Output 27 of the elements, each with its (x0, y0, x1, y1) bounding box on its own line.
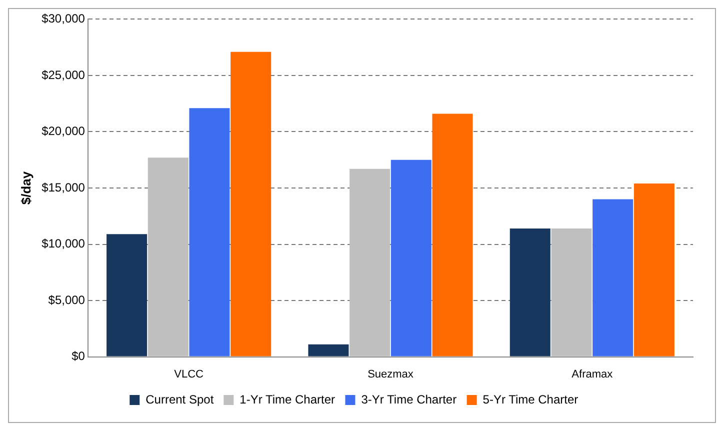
y-tick-label: $15,000 (42, 180, 86, 194)
bar (308, 344, 349, 356)
y-tick-label: $25,000 (42, 68, 86, 82)
bar (230, 52, 272, 356)
bar (634, 184, 674, 356)
bar (551, 228, 592, 356)
y-tick-label: $10,000 (42, 236, 86, 251)
x-tick-label: Suezmax (368, 368, 414, 380)
bar (189, 108, 230, 356)
legend-label: 3-Yr Time Charter (361, 392, 457, 406)
bar (106, 234, 148, 356)
x-tick-label: Aframax (572, 368, 614, 380)
y-tick-label: $0 (72, 349, 86, 364)
x-tick-label: VLCC (174, 368, 204, 380)
bar (432, 114, 473, 356)
bar (592, 199, 634, 356)
bar (350, 168, 390, 356)
y-tick-label: $20,000 (42, 124, 86, 138)
bar (510, 228, 550, 356)
bar (148, 158, 188, 356)
y-tick-label: $30,000 (42, 12, 86, 26)
y-axis-title: $/day (18, 170, 34, 205)
legend-label: 5-Yr Time Charter (482, 392, 578, 406)
bar (390, 160, 432, 356)
legend-label: 1-Yr Time Charter (240, 392, 336, 406)
legend-label: Current Spot (146, 392, 214, 406)
y-tick-label: $5,000 (48, 292, 86, 307)
